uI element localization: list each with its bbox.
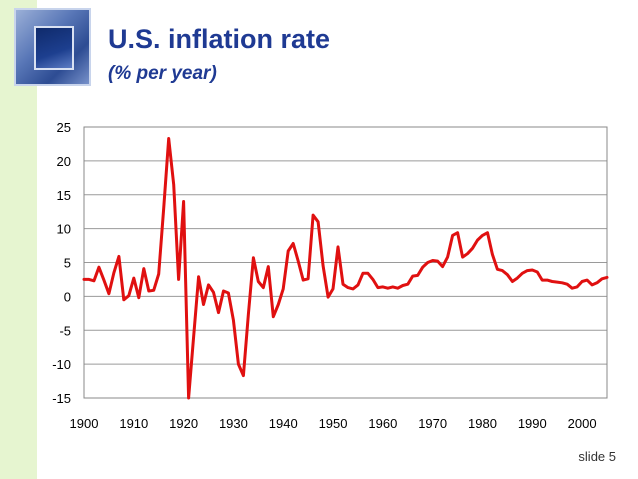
blue-square-logo-icon (14, 8, 91, 86)
x-tick-label: 1990 (518, 416, 547, 431)
y-tick-label: -10 (52, 357, 71, 372)
x-tick-label: 1960 (368, 416, 397, 431)
y-tick-label: 20 (57, 154, 71, 169)
y-tick-label: -15 (52, 391, 71, 406)
x-tick-label: 2000 (568, 416, 597, 431)
x-tick-label: 1950 (319, 416, 348, 431)
inflation-series-line (82, 137, 609, 400)
x-tick-label: 1930 (219, 416, 248, 431)
x-tick-label: 1900 (70, 416, 99, 431)
slide-number: slide 5 (578, 449, 616, 464)
y-tick-label: 5 (64, 256, 71, 271)
y-tick-label: 15 (57, 188, 71, 203)
slide-subtitle: (% per year) (108, 63, 217, 84)
grid-layer (84, 126, 607, 399)
y-tick-label: 25 (57, 120, 71, 135)
plot-frame (83, 126, 608, 399)
x-tick-label: 1920 (169, 416, 198, 431)
x-tick-label: 1980 (468, 416, 497, 431)
y-tick-label: 10 (57, 222, 71, 237)
y-tick-label: -5 (59, 323, 71, 338)
y-tick-labels: 25 20 15 10 5 0 -5 -10 -15 (52, 120, 71, 406)
x-tick-label: 1970 (418, 416, 447, 431)
slide-title: U.S. inflation rate (108, 24, 331, 54)
x-tick-label: 1910 (119, 416, 148, 431)
x-tick-labels: 1900 1910 1920 1930 1940 1950 1960 1970 1980 1990… (70, 416, 597, 431)
y-tick-label: 0 (64, 289, 71, 304)
logo-inner-square (34, 26, 74, 70)
x-tick-label: 1940 (269, 416, 298, 431)
